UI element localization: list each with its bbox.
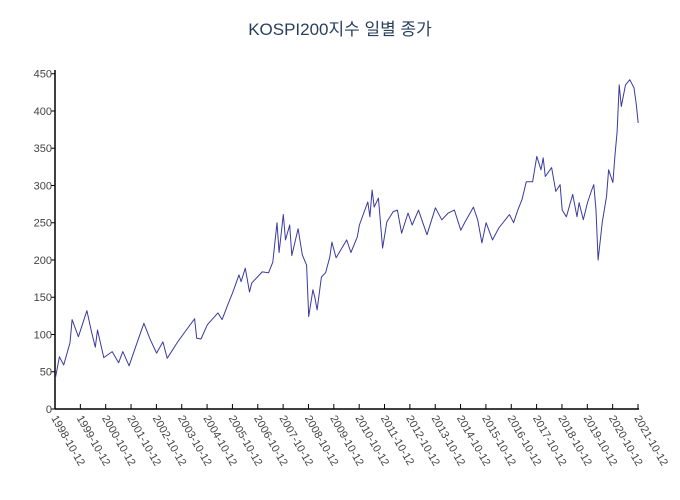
y-tick-label: 350	[34, 143, 52, 155]
chart-title: KOSPI200지수 일별 종가	[248, 20, 432, 39]
y-axis: 0 50 100 150 200 250 300 350 400 450	[34, 69, 56, 416]
y-tick-label: 50	[40, 367, 52, 379]
y-tick-label: 150	[34, 292, 52, 304]
y-tick-label: 300	[34, 180, 52, 192]
series-line	[54, 79, 639, 380]
y-tick-label: 400	[34, 106, 52, 118]
y-tick-label: 0	[46, 404, 52, 416]
y-tick-label: 450	[34, 69, 52, 81]
plot-area	[54, 79, 639, 380]
x-axis: 1998-10-121999-10-122000-10-122001-10-12…	[48, 404, 670, 468]
y-tick-label: 200	[34, 255, 52, 267]
y-tick-label: 250	[34, 218, 52, 230]
y-tick-label: 100	[34, 329, 52, 341]
